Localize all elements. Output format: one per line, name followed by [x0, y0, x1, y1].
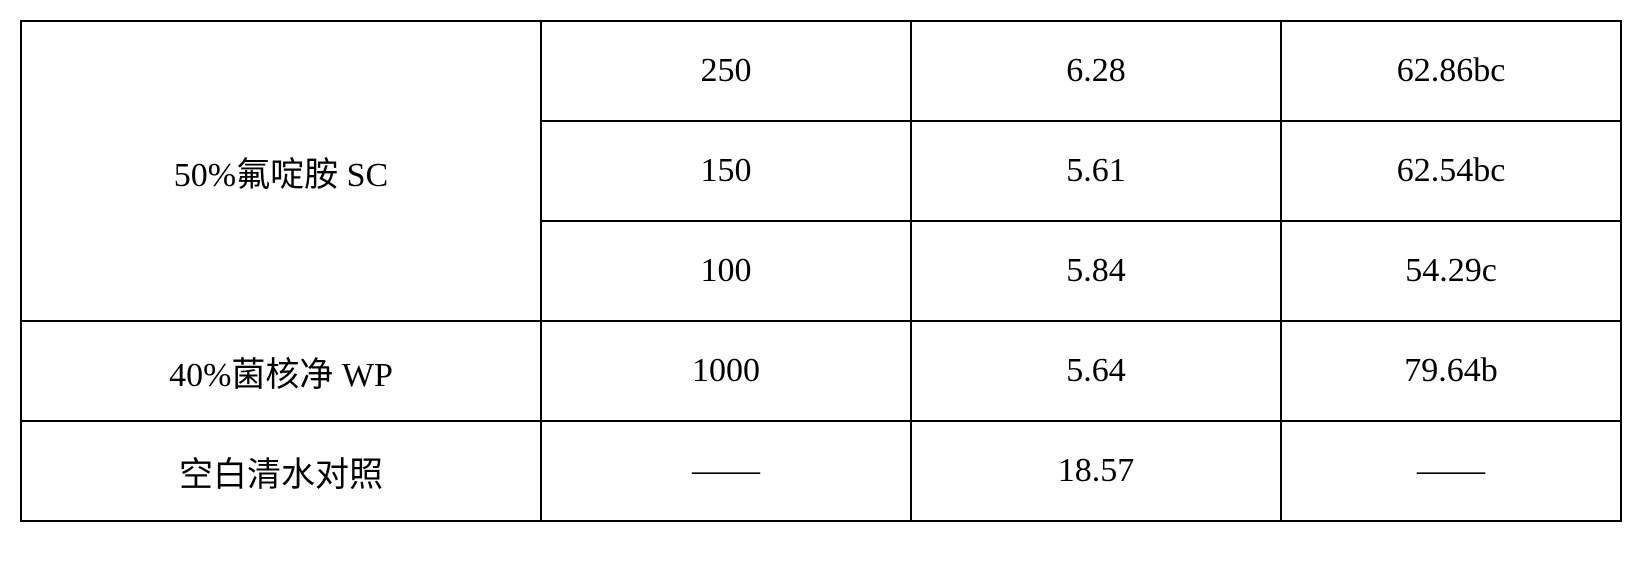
table-row: 空白清水对照 —— 18.57 —— [21, 421, 1621, 521]
cell-dose: 150 [541, 121, 911, 221]
cell-treatment: 40%菌核净 WP [21, 321, 541, 421]
cell-index: 5.61 [911, 121, 1281, 221]
cell-dose: 100 [541, 221, 911, 321]
table-row: 50%氟啶胺 SC 250 6.28 62.86bc [21, 21, 1621, 121]
cell-index: 5.84 [911, 221, 1281, 321]
table-row: 40%菌核净 WP 1000 5.64 79.64b [21, 321, 1621, 421]
cell-dose: —— [541, 421, 911, 521]
cell-index: 18.57 [911, 421, 1281, 521]
cell-index: 6.28 [911, 21, 1281, 121]
data-table: 50%氟啶胺 SC 250 6.28 62.86bc 150 5.61 62.5… [20, 20, 1622, 522]
cell-effect: 79.64b [1281, 321, 1621, 421]
cell-effect: —— [1281, 421, 1621, 521]
cell-treatment: 空白清水对照 [21, 421, 541, 521]
cell-dose: 1000 [541, 321, 911, 421]
cell-effect: 54.29c [1281, 221, 1621, 321]
cell-effect: 62.54bc [1281, 121, 1621, 221]
cell-dose: 250 [541, 21, 911, 121]
cell-treatment: 50%氟啶胺 SC [21, 21, 541, 321]
cell-effect: 62.86bc [1281, 21, 1621, 121]
cell-index: 5.64 [911, 321, 1281, 421]
